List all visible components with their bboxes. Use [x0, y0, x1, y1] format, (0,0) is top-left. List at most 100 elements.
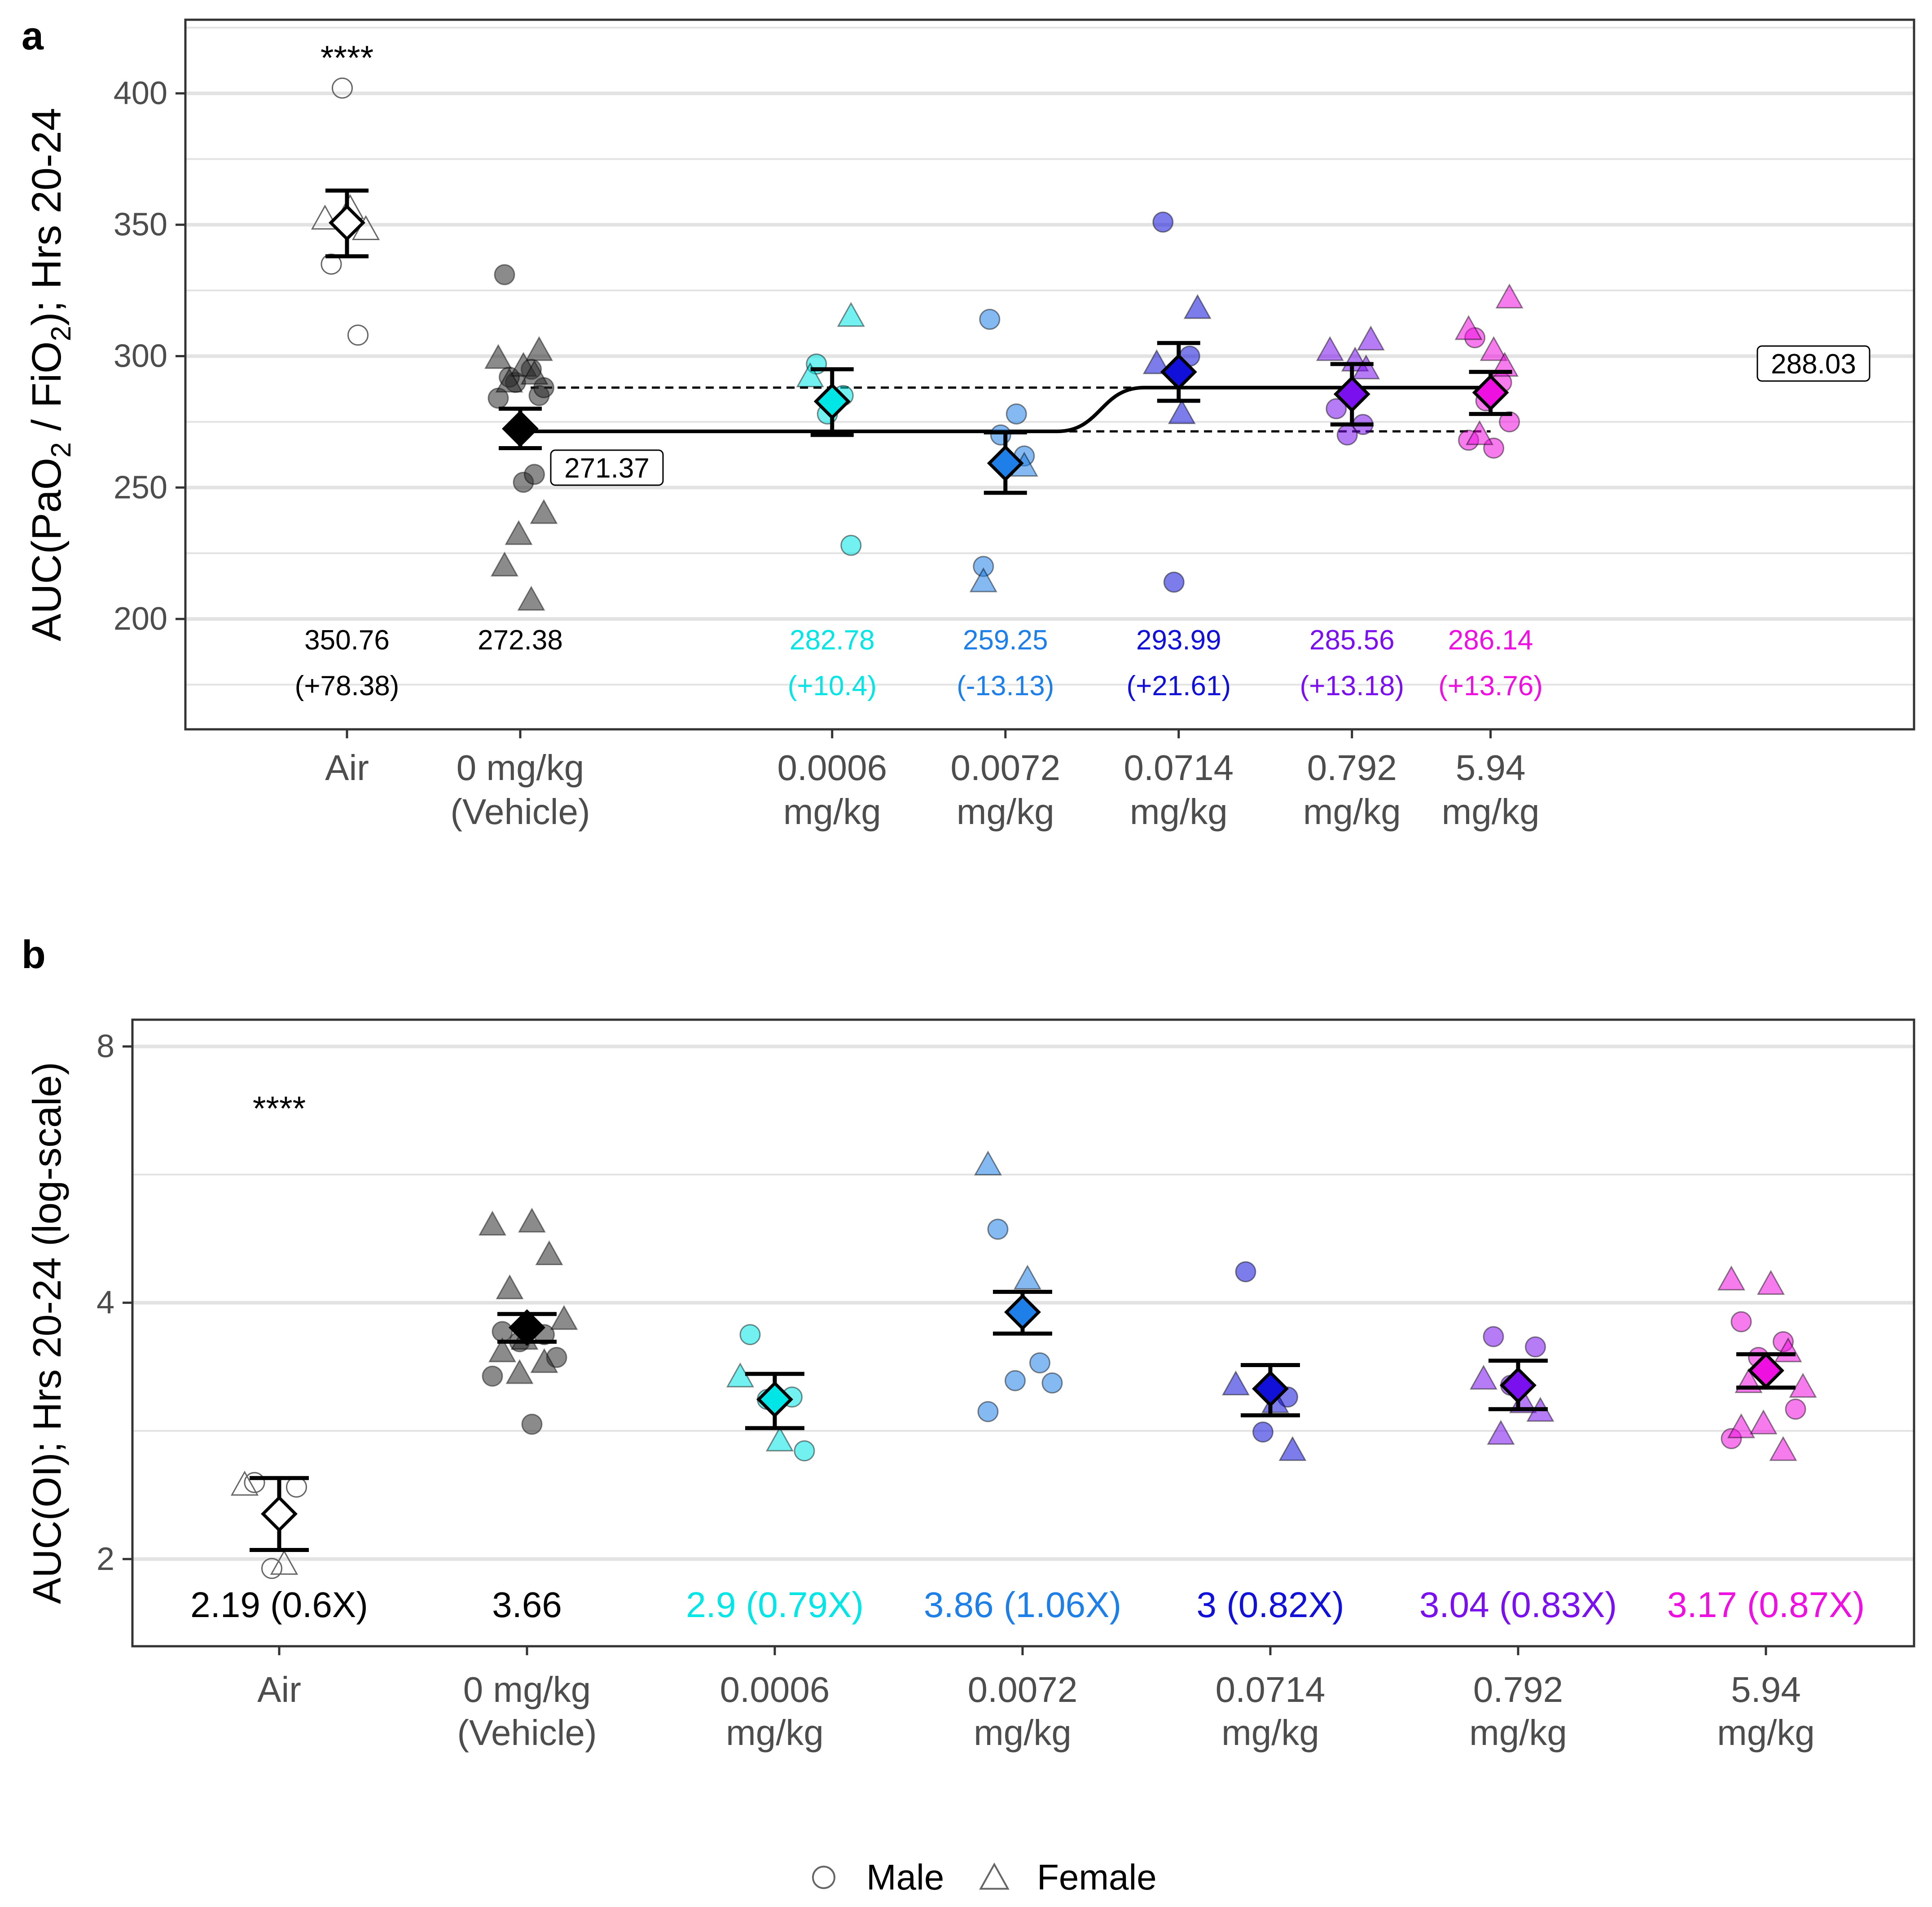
x-tick-label-line2: mg/kg	[957, 792, 1054, 832]
x-tick-label: 0.0006	[777, 748, 887, 788]
female-point	[796, 362, 824, 387]
group-delta-label: (+10.4)	[788, 671, 877, 701]
group-delta-label: (+13.76)	[1438, 671, 1543, 701]
female-point	[1495, 283, 1524, 309]
x-tick-label: Air	[325, 748, 369, 788]
female-point	[1749, 1409, 1778, 1434]
mean-diamond	[1160, 353, 1197, 390]
female-point	[837, 302, 865, 327]
female-point	[1221, 1370, 1250, 1396]
group-delta-label: (+21.61)	[1126, 671, 1231, 701]
x-tick-label-line2: mg/kg	[1717, 1713, 1815, 1753]
y-axis-label-part: / FiO	[24, 341, 70, 442]
x-tick-label-line2: mg/kg	[1221, 1713, 1319, 1753]
male-point	[494, 264, 515, 285]
plot-border	[131, 1018, 1915, 1648]
group-mean-label: 3.17 (0.87X)	[1667, 1585, 1865, 1625]
female-point	[1487, 1420, 1515, 1445]
group-delta-label: (+78.38)	[295, 671, 400, 701]
x-tick-label: Air	[257, 1670, 301, 1710]
female-point	[550, 1305, 578, 1330]
y-axis-label: AUC(PaO2 / FiO2); Hrs 20-24	[24, 108, 77, 641]
low-plateau-label: 271.37	[564, 453, 650, 484]
male-point	[482, 1365, 503, 1387]
y-tick-label: 200	[114, 601, 167, 637]
female-point	[505, 1359, 534, 1384]
x-tick-label-line2: mg/kg	[726, 1713, 824, 1753]
male-point	[987, 1219, 1009, 1240]
legend-male-label: Male	[866, 1857, 944, 1897]
group-mean-label: 3.04 (0.83X)	[1419, 1585, 1617, 1625]
female-point	[311, 204, 339, 230]
mean-diamond	[756, 1381, 793, 1418]
female-point	[765, 1426, 794, 1451]
male-point	[1730, 1311, 1752, 1333]
female-point	[1480, 336, 1508, 361]
group-mean-label: 2.19 (0.6X)	[190, 1585, 368, 1625]
mean-diamond	[509, 1309, 545, 1346]
y-axis-label-part: ); Hrs 20-24	[24, 108, 70, 326]
mean-diamond	[1004, 1293, 1041, 1331]
mean-diamond	[1500, 1367, 1537, 1404]
female-point	[1466, 420, 1494, 445]
female-point	[270, 1550, 299, 1575]
group-delta-label: (+13.18)	[1300, 671, 1404, 701]
female-point	[1727, 1413, 1756, 1438]
female-point	[1357, 325, 1385, 351]
male-point	[1235, 1261, 1256, 1283]
plot-border	[184, 18, 1915, 731]
female-point	[484, 344, 513, 369]
group-mean-label: 3.66	[492, 1585, 562, 1625]
x-tick-label: 0.0072	[950, 748, 1060, 788]
x-tick-label: 0.0714	[1124, 748, 1234, 788]
female-point	[1352, 354, 1380, 380]
mean-diamond	[1748, 1352, 1784, 1389]
mean-diamond	[502, 410, 539, 447]
female-point	[525, 336, 553, 361]
female-point	[1168, 399, 1196, 424]
legend-female-label: Female	[1037, 1857, 1157, 1897]
group-delta-label: (-13.13)	[957, 671, 1054, 701]
y-tick-label: 4	[97, 1285, 114, 1321]
group-mean-label: 2.9 (0.79X)	[686, 1585, 864, 1625]
x-tick-label-line2: mg/kg	[1303, 792, 1401, 832]
female-point	[1013, 1264, 1042, 1290]
y-tick-label: 400	[114, 75, 167, 111]
female-point	[478, 1210, 507, 1236]
female-point	[496, 1274, 524, 1299]
x-tick-label-line2: mg/kg	[1469, 1713, 1567, 1753]
female-point	[1183, 294, 1212, 319]
mean-diamond	[329, 204, 365, 241]
group-mean-label: 285.56	[1309, 625, 1395, 656]
female-point	[1789, 1372, 1817, 1398]
x-tick-label: 5.94	[1456, 748, 1526, 788]
group-mean-label: 282.78	[790, 625, 875, 656]
female-point	[530, 499, 558, 524]
y-tick-label: 2	[97, 1541, 114, 1577]
y-tick-label: 250	[114, 469, 167, 505]
female-point	[969, 567, 997, 592]
x-tick-label-line2: mg/kg	[1442, 792, 1540, 832]
male-point	[979, 309, 1001, 330]
male-point	[1483, 1326, 1504, 1347]
female-point	[1454, 315, 1483, 340]
female-point	[530, 1348, 558, 1373]
x-tick-label: 5.94	[1731, 1670, 1801, 1710]
male-point	[1336, 424, 1358, 446]
female-point	[520, 359, 549, 385]
male-point	[840, 535, 862, 556]
legend: Male Female	[812, 1857, 1157, 1897]
y-tick-label: 8	[97, 1029, 114, 1065]
female-point	[1756, 1270, 1785, 1295]
x-tick-label: 0.792	[1307, 748, 1397, 788]
female-point	[974, 1150, 1002, 1176]
mean-diamond	[1472, 374, 1509, 411]
mean-diamond	[1252, 1370, 1289, 1407]
y-axis-label-part: 2	[46, 326, 77, 341]
x-tick-label: 0.0072	[968, 1670, 1078, 1710]
female-point	[535, 1240, 563, 1266]
low-plateau-label-box	[550, 449, 664, 486]
